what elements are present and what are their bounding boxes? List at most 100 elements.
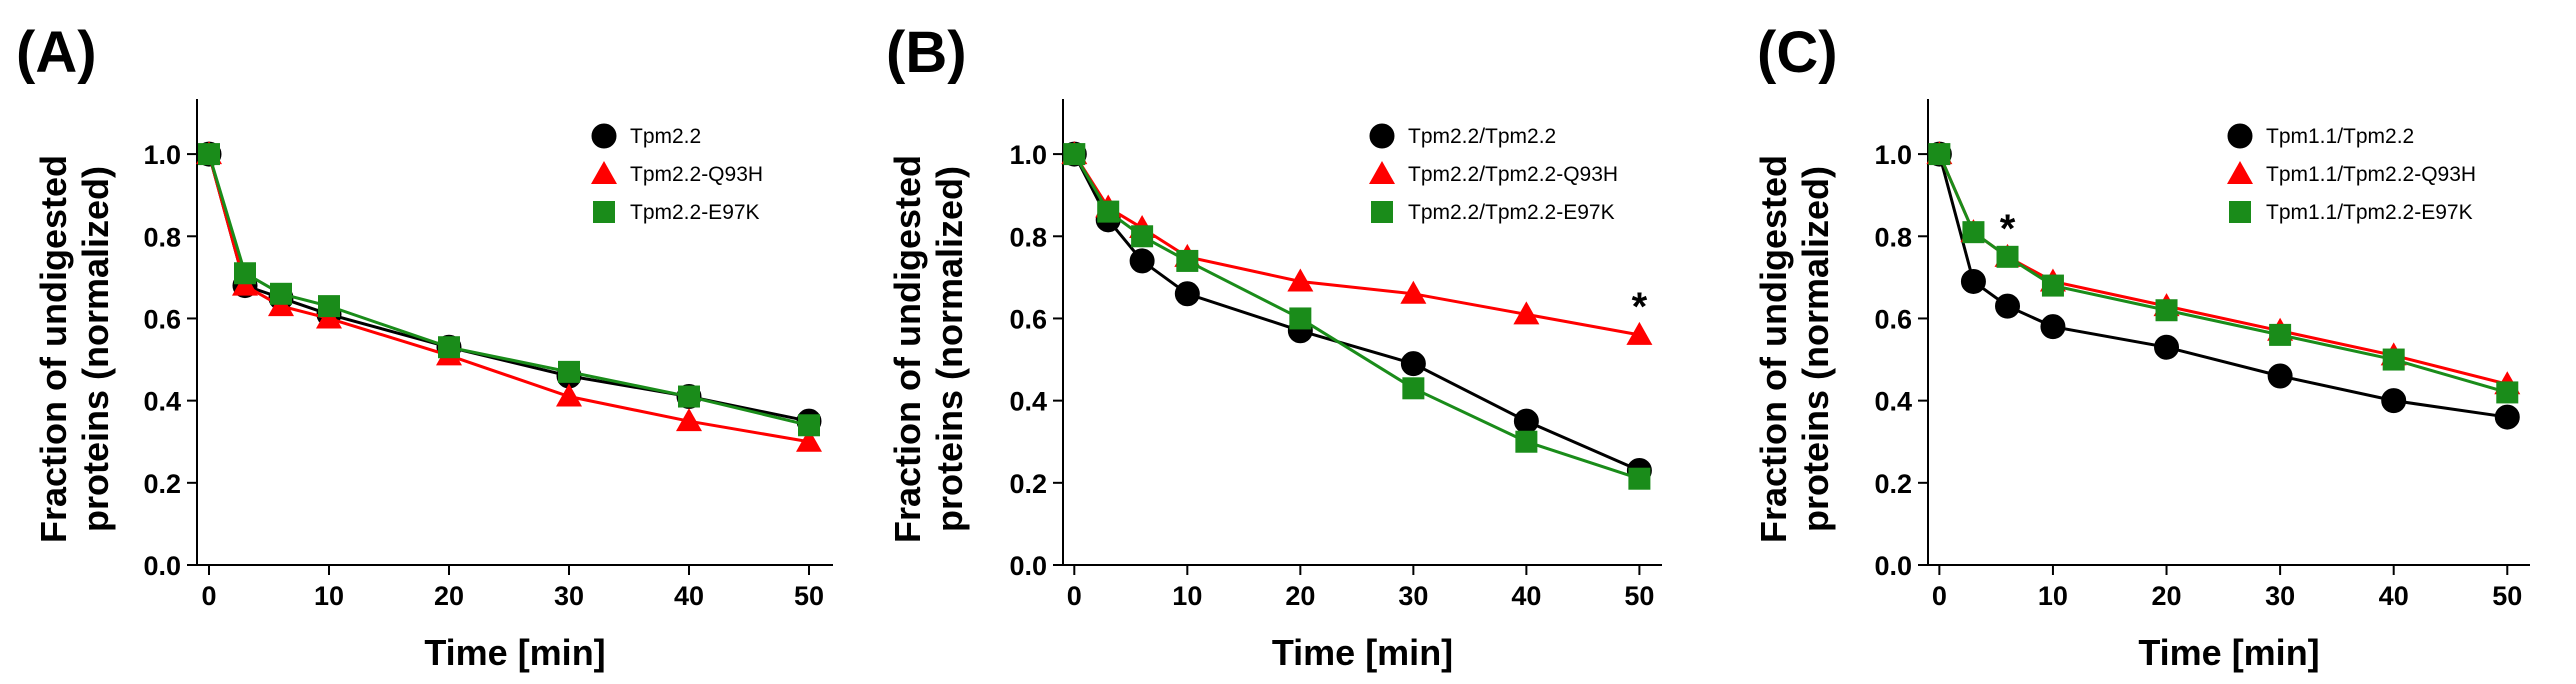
- y-tick-label: 0.2: [1874, 469, 1912, 499]
- legend-label: Tpm2.2/Tpm2.2-E97K: [1408, 201, 1615, 224]
- data-point: [1287, 268, 1314, 292]
- y-axis-label-line: Fraction of undigested: [887, 155, 928, 543]
- legend: Tpm1.1/Tpm2.2 Tpm1.1/Tpm2.2-Q93H Tpm1.1/Tp…: [2227, 123, 2476, 224]
- legend-marker: [591, 123, 617, 149]
- data-point: [2269, 323, 2292, 346]
- significance-marker: *: [2000, 207, 2016, 251]
- data-point: [234, 262, 256, 285]
- data-point: [1063, 143, 1086, 166]
- data-point: [270, 282, 292, 305]
- data-point: [1513, 301, 1540, 325]
- y-axis-label: Fraction of undigestedproteins (normaliz…: [33, 155, 116, 543]
- y-tick-label: 1.0: [1874, 140, 1912, 170]
- y-tick-label: 0.0: [1874, 551, 1912, 581]
- series-2: [1063, 143, 1651, 490]
- y-tick-label: 0.6: [143, 304, 181, 334]
- panel-b: (B) 0.0 0.2 0.4 0.6 0.8 1.0 0 10 20 30 40 50 Time [mi…: [886, 20, 1662, 673]
- legend: Tpm2.2 Tpm2.2-Q93H Tpm2.2-E97K: [591, 123, 763, 224]
- y-axis-label-line: Fraction of undigested: [1753, 155, 1794, 543]
- data-point: [678, 385, 700, 408]
- data-point: [558, 360, 580, 383]
- data-point: [1402, 377, 1425, 400]
- x-tick-label: 40: [2379, 581, 2409, 611]
- legend-label: Tpm1.1/Tpm2.2-Q93H: [2266, 163, 2476, 186]
- x-tick-label: 30: [554, 581, 584, 611]
- x-axis-label: Time [min]: [2138, 632, 2319, 673]
- series-0: [1061, 141, 1652, 483]
- data-point: [1400, 351, 1426, 377]
- x-tick-label: 10: [1172, 581, 1202, 611]
- y-tick-label: 0.6: [1009, 304, 1047, 334]
- y-axis-label-line: proteins (normalized): [929, 166, 970, 532]
- x-tick-label: 30: [1398, 581, 1428, 611]
- data-point: [198, 143, 220, 166]
- y-axis-label: Fraction of undigestedproteins (normaliz…: [887, 155, 970, 543]
- y-tick-label: 0.8: [1874, 222, 1912, 252]
- x-tick-label: 0: [201, 581, 216, 611]
- y-tick-label: 0.4: [143, 387, 181, 417]
- data-point: [1176, 249, 1199, 272]
- significance-marker: *: [1632, 285, 1648, 329]
- legend-marker: [2227, 123, 2253, 149]
- y-tick-label: 0.0: [1009, 551, 1047, 581]
- data-point: [2496, 381, 2519, 404]
- legend-label: Tpm2.2/Tpm2.2: [1408, 125, 1556, 148]
- legend-marker: [591, 161, 617, 184]
- series-0: [1926, 141, 2520, 430]
- data-point: [2041, 274, 2064, 297]
- x-tick-label: 20: [434, 581, 464, 611]
- legend-label: Tpm1.1/Tpm2.2-E97K: [2266, 201, 2473, 224]
- panel-letter: (C): [1757, 20, 1838, 85]
- y-tick-label: 0.2: [143, 469, 181, 499]
- x-tick-label: 50: [1624, 581, 1654, 611]
- data-point: [676, 408, 702, 432]
- data-point: [2494, 404, 2520, 430]
- data-point: [318, 295, 340, 318]
- legend-label: Tpm2.2/Tpm2.2-Q93H: [1408, 163, 1618, 186]
- y-tick-label: 0.4: [1874, 387, 1912, 417]
- data-point: [2267, 363, 2293, 389]
- panel-letter: (B): [886, 20, 967, 85]
- x-tick-label: 10: [314, 581, 344, 611]
- data-point: [1626, 321, 1653, 345]
- data-point: [1129, 248, 1155, 274]
- data-point: [1131, 225, 1154, 248]
- data-point: [1289, 307, 1312, 330]
- data-point: [1097, 200, 1120, 223]
- legend-marker: [2229, 201, 2251, 223]
- data-point: [556, 383, 582, 407]
- legend: Tpm2.2/Tpm2.2 Tpm2.2/Tpm2.2-Q93H Tpm2.2/Tp…: [1369, 123, 1618, 224]
- data-point: [1513, 408, 1539, 434]
- data-point: [1400, 280, 1427, 304]
- data-point: [1995, 293, 2021, 319]
- y-tick-label: 0.0: [143, 551, 181, 581]
- legend-marker: [1369, 161, 1395, 184]
- series-line: [1937, 153, 2508, 394]
- x-axis-label: Time [min]: [1272, 632, 1453, 673]
- y-axis-label-line: Fraction of undigested: [33, 155, 74, 543]
- data-point: [1515, 430, 1538, 453]
- x-tick-label: 20: [2152, 581, 2182, 611]
- x-tick-label: 0: [1067, 581, 1082, 611]
- panel-a: (A) 0.0 0.2 0.4 0.6 0.8 1.0 0 10 20 30 40 50 Time [mi…: [16, 20, 833, 673]
- y-tick-label: 0.8: [143, 222, 181, 252]
- y-axis-label-line: proteins (normalized): [1795, 166, 1836, 532]
- series-line: [207, 153, 810, 423]
- data-point: [2154, 334, 2180, 360]
- data-point: [796, 428, 822, 452]
- data-point: [2381, 388, 2407, 414]
- data-point: [1174, 281, 1200, 307]
- legend-label: Tpm2.2: [630, 125, 701, 148]
- y-tick-label: 0.6: [1874, 304, 1912, 334]
- y-tick-label: 0.2: [1009, 469, 1047, 499]
- x-tick-label: 40: [1511, 581, 1541, 611]
- y-tick-label: 1.0: [143, 140, 181, 170]
- panel-c: (C) 0.0 0.2 0.4 0.6 0.8 1.0 0 10 20 30 40 50 Time [mi…: [1753, 20, 2530, 673]
- y-axis-label-line: proteins (normalized): [75, 166, 116, 532]
- panel-letter: (A): [16, 20, 97, 85]
- series-line: [1937, 153, 2508, 419]
- data-point: [1962, 221, 1985, 244]
- y-axis-label: Fraction of undigestedproteins (normaliz…: [1753, 155, 1836, 543]
- data-point: [1928, 143, 1951, 166]
